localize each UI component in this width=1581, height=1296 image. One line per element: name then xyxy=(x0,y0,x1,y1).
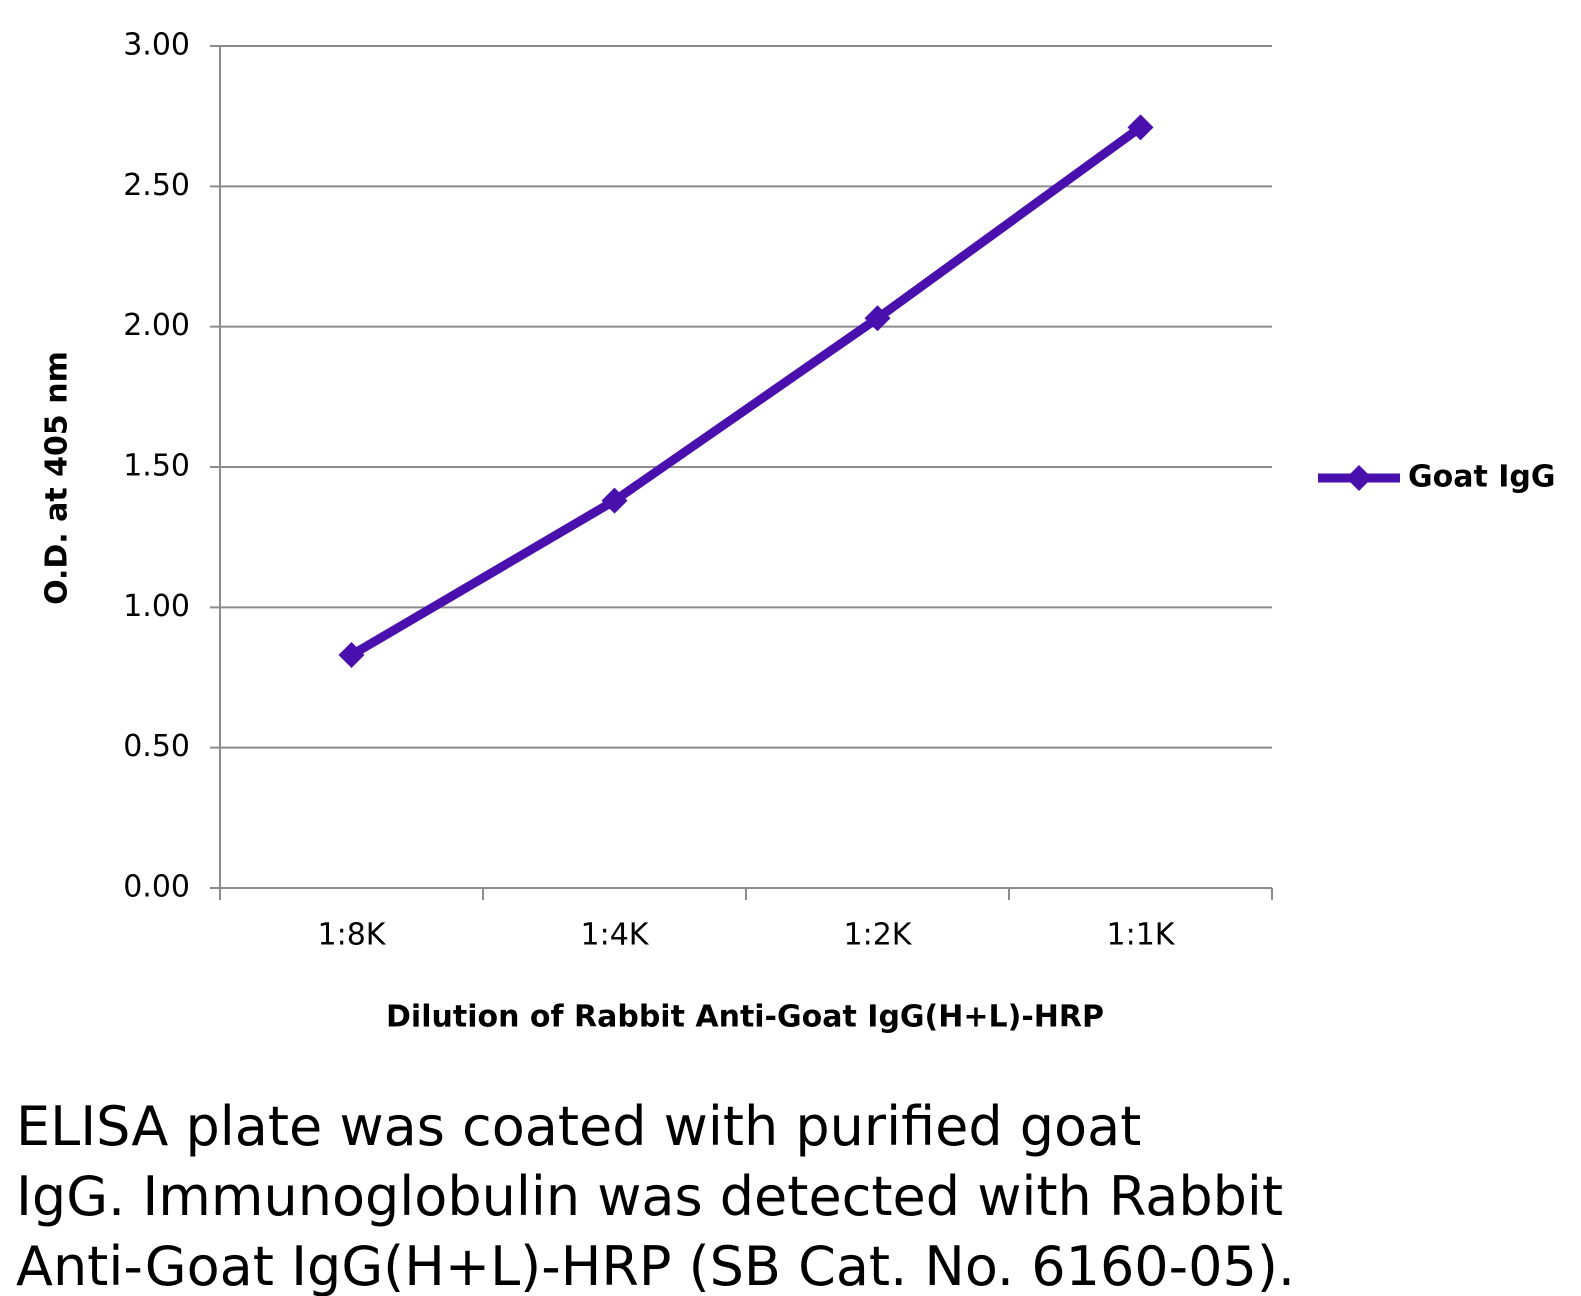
x-axis-title: Dilution of Rabbit Anti-Goat IgG(H+L)-HR… xyxy=(386,1000,1104,1035)
y-tick-label: 0.00 xyxy=(123,870,190,905)
y-tick-label: 2.50 xyxy=(123,168,190,203)
x-tick-label: 1:2K xyxy=(844,918,913,953)
point-marker xyxy=(1127,114,1154,141)
caption-line: Anti-Goat IgG(H+L)-HRP (SB Cat. No. 6160… xyxy=(16,1235,1295,1296)
x-tick-label: 1:1K xyxy=(1107,918,1176,953)
y-tick-label: 1.50 xyxy=(123,449,190,484)
y-tick-label: 2.00 xyxy=(123,308,190,343)
caption-line: IgG. Immunoglobulin was detected with Ra… xyxy=(16,1165,1283,1228)
x-tick-label: 1:8K xyxy=(318,918,387,953)
point-marker xyxy=(864,305,891,332)
point-marker xyxy=(338,642,365,669)
y-axis-title: O.D. at 405 nm xyxy=(40,351,75,605)
legend-label: Goat IgG xyxy=(1408,460,1556,495)
caption-line: ELISA plate was coated with purified goa… xyxy=(16,1095,1141,1158)
y-tick-label: 0.50 xyxy=(123,729,190,764)
series-line xyxy=(349,123,1144,659)
legend-marker xyxy=(1346,465,1372,491)
x-tick-label: 1:4K xyxy=(581,918,650,953)
y-tick-label: 3.00 xyxy=(123,28,190,63)
y-tick-label: 1.00 xyxy=(123,589,190,624)
point-marker xyxy=(601,487,628,514)
